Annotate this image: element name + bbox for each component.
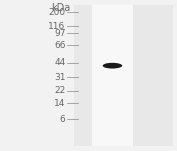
Ellipse shape (111, 64, 123, 67)
Text: 97: 97 (54, 29, 65, 38)
Text: 31: 31 (54, 72, 65, 82)
Text: 14: 14 (54, 99, 65, 108)
Text: 116: 116 (48, 22, 65, 31)
Text: 200: 200 (48, 8, 65, 17)
Text: 6: 6 (60, 115, 65, 124)
Ellipse shape (103, 63, 122, 69)
Text: 44: 44 (54, 58, 65, 67)
Bar (92, 5, 133, 146)
Text: 22: 22 (54, 86, 65, 95)
Text: 66: 66 (54, 41, 65, 50)
Text: kDa: kDa (52, 3, 71, 13)
Bar (74, 5, 173, 146)
